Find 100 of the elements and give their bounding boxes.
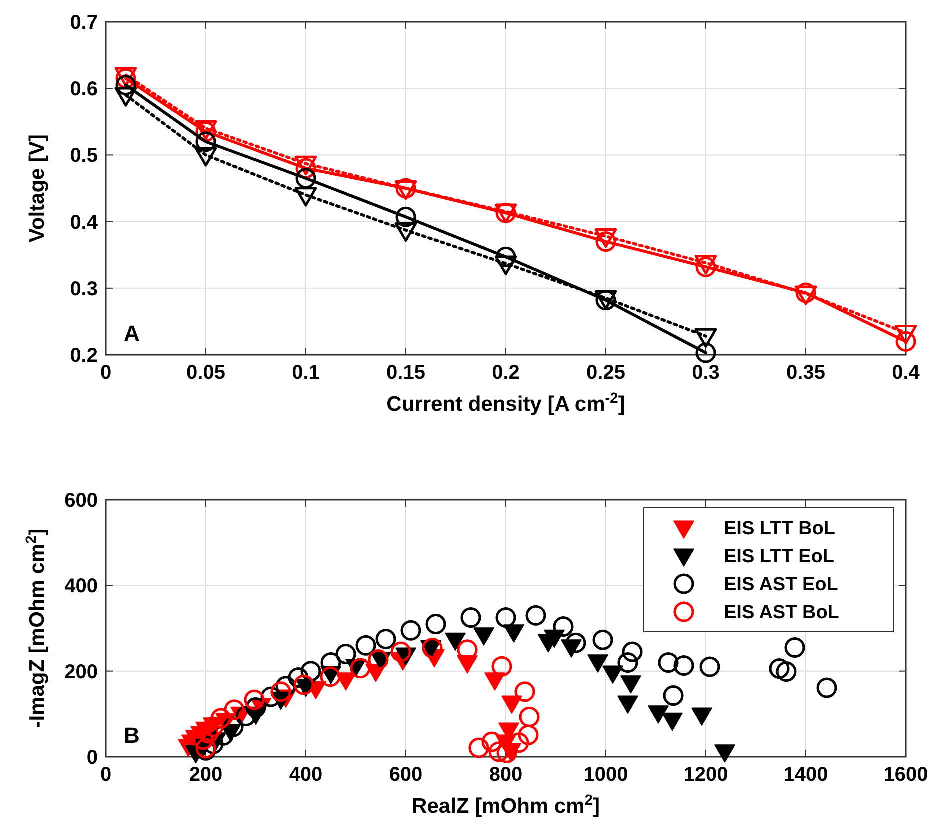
point [376,628,396,650]
point [648,706,669,724]
point [114,87,138,107]
y-tick-label: 0 [86,747,98,769]
point [396,206,416,228]
point [663,686,684,706]
point [816,678,838,698]
point [492,656,512,677]
x-tick-label: 0 [100,362,112,384]
x-tick-label: 0.05 [186,362,226,384]
point [288,668,309,688]
x-tick-label: 0.4 [892,362,921,384]
point [896,331,916,352]
point [622,642,643,662]
point [426,614,446,634]
legend-label: EIS AST BoL [724,602,840,624]
point [618,696,638,714]
annotation: B [124,723,140,748]
point [336,644,356,664]
point [116,75,136,96]
point [390,642,412,662]
point [445,632,466,651]
point [196,132,216,152]
x-tick-label: 1000 [584,764,628,786]
x-tick-label: 800 [489,764,523,786]
x-tick-label: 200 [189,764,223,786]
point [294,674,314,696]
y-tick-label: 200 [64,661,98,684]
point [602,666,624,684]
point [294,187,318,207]
point [694,328,718,348]
x-tick-label: 0.2 [492,362,520,384]
point [270,682,292,702]
point [356,635,376,656]
point [526,605,546,626]
point [692,708,712,726]
x-axis-title: RealZ [mOhm cm$^{2}$] [412,793,600,818]
point [468,738,490,758]
point [394,222,418,242]
legend-label: EIS AST EoL [724,574,839,596]
point [350,658,371,679]
point [674,656,694,676]
y-tick-label: 400 [64,576,98,598]
point [210,708,232,729]
x-tick-label: 0.3 [692,362,720,384]
point [588,654,608,673]
x-tick-label: 0.15 [386,362,426,384]
point [620,676,642,694]
point [662,712,683,732]
point [496,246,516,268]
y-tick-label: 0.3 [70,278,98,300]
x-tick-label: 600 [389,764,423,786]
point [596,232,616,252]
point [553,616,574,638]
point [320,666,341,688]
x-tick-label: 0.1 [292,362,320,384]
point [696,342,716,364]
point [618,652,638,674]
point [502,696,522,714]
x-tick-label: 0.25 [586,362,626,384]
point [594,228,618,248]
x-tick-label: 1400 [784,764,828,786]
point [224,700,245,720]
y-tick-label: 0.4 [70,212,99,234]
legend-label: EIS LTT EoL [724,546,835,568]
point [296,168,316,189]
x-tick-label: 400 [289,764,323,786]
point [504,624,524,643]
point [784,638,806,658]
x-tick-label: 0.35 [786,362,826,384]
y-tick-label: 600 [64,490,98,512]
point [700,656,720,678]
point [294,156,318,176]
point [658,652,679,674]
point [714,744,736,763]
y-tick-label: 0.7 [70,12,98,34]
point [496,608,516,628]
y-tick-label: 0.2 [70,345,98,367]
point [894,325,918,345]
x-tick-label: 0 [100,764,112,786]
point [488,742,510,762]
y-tick-label: 0.6 [70,78,98,101]
point [776,662,797,682]
point [460,608,482,628]
point [482,732,502,752]
point [194,147,218,167]
y-tick-label: 0.5 [70,145,98,168]
y-axis-title: Voltage [V] [26,134,49,243]
x-tick-label: 1600 [884,764,928,786]
point [474,628,494,646]
point [514,682,536,702]
point [769,658,790,680]
legend-label: EIS LTT BoL [724,518,836,540]
point [519,706,540,728]
point [400,620,422,641]
point [244,690,265,710]
point [518,724,539,746]
point [592,630,614,650]
x-tick-label: 1200 [684,764,728,786]
point [494,256,518,276]
